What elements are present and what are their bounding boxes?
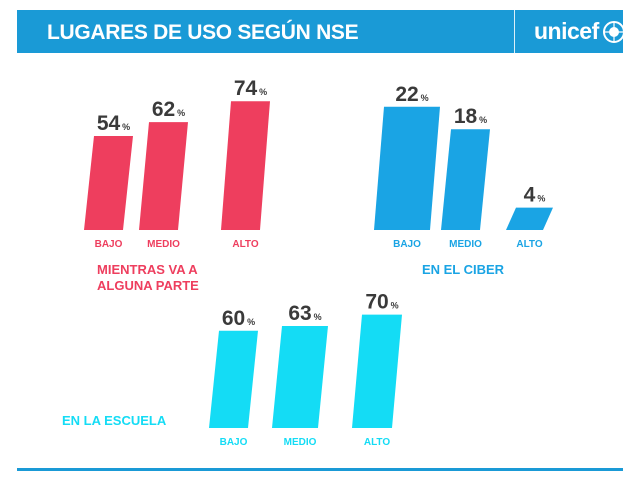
category-label-1-2: ALTO <box>516 239 543 250</box>
bar-1-0 <box>374 106 440 230</box>
chart-title-0-line-0: MIENTRAS VA A <box>97 262 198 277</box>
chart-title-2-line-0: EN LA ESCUELA <box>62 413 167 428</box>
value-label-0-2: 74% <box>234 77 267 100</box>
logo-text: unicef <box>534 18 599 44</box>
value-label-2-1: 63% <box>288 302 321 325</box>
bar-2-0 <box>209 330 258 428</box>
unicef-logo: unicef <box>534 18 626 45</box>
bar-2-1 <box>272 325 328 428</box>
value-label-1-0: 22% <box>395 83 428 106</box>
value-label-2-0: 60% <box>222 307 255 330</box>
value-label-0-0: 54% <box>97 112 130 135</box>
globe-emblem-icon <box>602 20 625 43</box>
category-label-1-1: MEDIO <box>449 239 482 250</box>
value-label-2-2: 70% <box>365 291 398 314</box>
bar-1-1 <box>441 129 490 230</box>
bar-0-0 <box>84 136 133 230</box>
bar-2-2 <box>352 314 402 428</box>
category-label-0-2: ALTO <box>232 239 259 250</box>
category-label-1-0: BAJO <box>393 239 421 250</box>
bar-0-2 <box>221 101 270 231</box>
value-label-0-1: 62% <box>152 98 185 121</box>
chart-title-1-line-0: EN EL CIBER <box>422 262 505 277</box>
bar-0-1 <box>139 122 188 230</box>
category-label-2-0: BAJO <box>220 437 248 448</box>
bar-1-2 <box>506 207 553 230</box>
value-label-1-1: 18% <box>454 105 487 128</box>
page-title: LUGARES DE USO SEGÚN NSE <box>47 21 359 44</box>
chart-title-0-line-1: ALGUNA PARTE <box>97 278 199 293</box>
header-divider <box>514 10 515 53</box>
value-label-1-2: 4% <box>524 184 546 207</box>
category-label-0-1: MEDIO <box>147 239 180 250</box>
header-bar: LUGARES DE USO SEGÚN NSE unicef <box>17 10 626 53</box>
bottom-rule <box>17 468 623 471</box>
category-label-2-2: ALTO <box>364 437 391 448</box>
category-label-0-0: BAJO <box>95 239 123 250</box>
category-label-2-1: MEDIO <box>284 437 317 448</box>
